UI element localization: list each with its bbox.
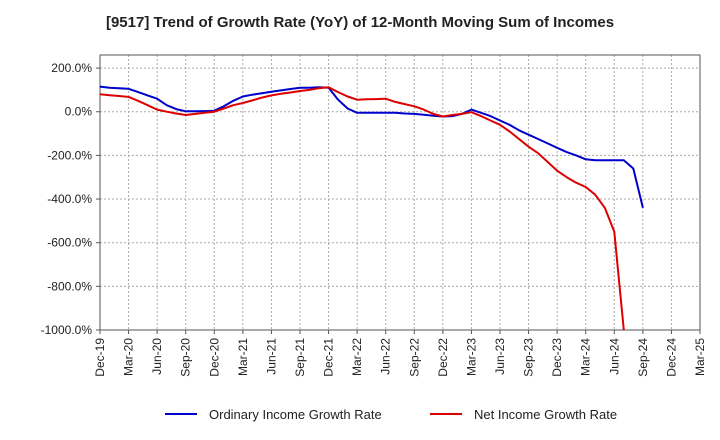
x-tick-label: Dec-20 xyxy=(207,338,221,377)
x-tick-label: Sep-20 xyxy=(179,338,193,377)
x-tick-label: Dec-24 xyxy=(664,338,678,377)
x-tick-label: Jun-22 xyxy=(379,338,393,375)
legend-label: Ordinary Income Growth Rate xyxy=(209,407,382,422)
y-tick-label: -400.0% xyxy=(47,192,92,206)
x-tick-label: Sep-23 xyxy=(522,338,536,377)
grid-lines xyxy=(99,55,701,331)
y-tick-label: 200.0% xyxy=(51,61,92,75)
y-tick-label: -1000.0% xyxy=(41,323,93,337)
x-tick-label: Dec-23 xyxy=(550,338,564,377)
legend-label: Net Income Growth Rate xyxy=(474,407,617,422)
x-tick-label: Dec-21 xyxy=(322,338,336,377)
x-tick-label: Jun-24 xyxy=(607,338,621,375)
y-axis: 200.0% 0.0% -200.0% -400.0% -600.0% -800.0% -1… xyxy=(41,61,100,337)
x-tick-label: Sep-21 xyxy=(293,338,307,377)
x-tick-label: Mar-20 xyxy=(122,338,136,376)
x-tick-label: Mar-23 xyxy=(464,338,478,376)
x-tick-label: Jun-23 xyxy=(493,338,507,375)
x-tick-label: Sep-22 xyxy=(407,338,421,377)
x-axis: Dec-19 Mar-20 Jun-20 Sep-20 Dec-20 Mar-21 Jun-… xyxy=(93,330,707,377)
x-tick-label: Dec-22 xyxy=(436,338,450,377)
x-tick-label: Mar-24 xyxy=(579,338,593,376)
plot-area xyxy=(99,54,701,331)
series-line-net-income xyxy=(99,86,625,331)
y-tick-label: -800.0% xyxy=(47,279,92,293)
x-tick-label: Mar-21 xyxy=(236,338,250,376)
y-tick-label: 0.0% xyxy=(65,105,93,119)
chart-title: [9517] Trend of Growth Rate (YoY) of 12-… xyxy=(105,14,615,31)
x-tick-label: Jun-20 xyxy=(150,338,164,375)
y-tick-label: -600.0% xyxy=(47,236,92,250)
x-tick-label: Mar-22 xyxy=(350,338,364,376)
series-line-ordinary-income xyxy=(99,85,644,209)
y-tick-label: -200.0% xyxy=(47,148,92,162)
legend: Ordinary Income Growth Rate Net Income Gr… xyxy=(165,407,617,422)
x-tick-label: Sep-24 xyxy=(636,338,650,377)
x-tick-label: Dec-19 xyxy=(93,338,107,377)
x-tick-label: Mar-25 xyxy=(693,338,707,376)
series-lines xyxy=(99,85,644,331)
x-tick-label: Jun-21 xyxy=(264,338,278,375)
